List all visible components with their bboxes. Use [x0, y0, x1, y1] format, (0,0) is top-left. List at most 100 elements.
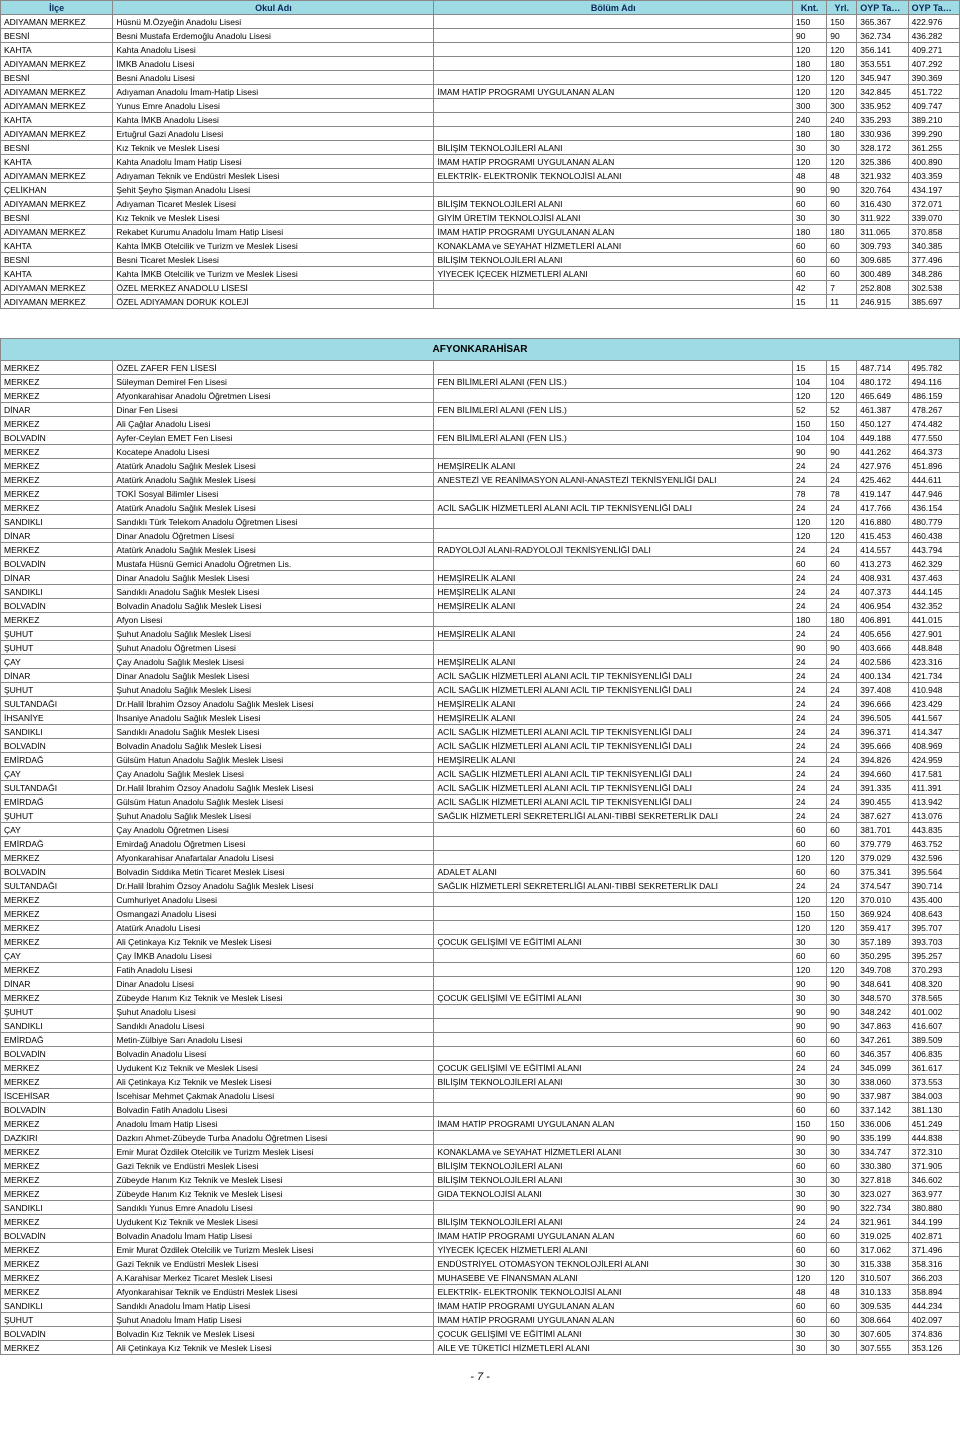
- cell: 24: [793, 1215, 827, 1229]
- cell: MERKEZ: [1, 991, 113, 1005]
- cell: 30: [793, 141, 827, 155]
- cell: Gazi Teknik ve Endüstri Meslek Lisesi: [113, 1159, 434, 1173]
- col-knt: Knt.: [793, 1, 827, 15]
- cell: SANDIKLI: [1, 725, 113, 739]
- cell: MERKEZ: [1, 1285, 113, 1299]
- cell: 30: [827, 1145, 857, 1159]
- table-row: MERKEZAli Çağlar Anadolu Lisesi150150450…: [1, 417, 960, 431]
- cell: 408.643: [908, 907, 959, 921]
- cell: Adıyaman Anadolu İmam-Hatip Lisesi: [113, 85, 434, 99]
- table-row: SANDIKLISandıklı Anadolu Sağlık Meslek L…: [1, 725, 960, 739]
- cell: 300: [793, 99, 827, 113]
- cell: 347.261: [857, 1033, 908, 1047]
- cell: 24: [793, 459, 827, 473]
- cell: 317.062: [857, 1243, 908, 1257]
- cell: 24: [793, 781, 827, 795]
- table-row: MERKEZEmir Murat Özdilek Otelcilik ve Tu…: [1, 1145, 960, 1159]
- cell: 310.507: [857, 1271, 908, 1285]
- table-row: BOLVADİNBolvadin Kız Teknik ve Meslek Li…: [1, 1327, 960, 1341]
- cell: 30: [793, 211, 827, 225]
- cell: ŞUHUT: [1, 1005, 113, 1019]
- cell: Adıyaman Teknik ve Endüstri Meslek Lises…: [113, 169, 434, 183]
- cell: 30: [827, 1075, 857, 1089]
- cell: 441.262: [857, 445, 908, 459]
- cell: Kahta Anadolu İmam Hatip Lisesi: [113, 155, 434, 169]
- cell: 24: [793, 795, 827, 809]
- cell: MERKEZ: [1, 1257, 113, 1271]
- cell: 423.429: [908, 697, 959, 711]
- cell: 414.557: [857, 543, 908, 557]
- cell: 42: [793, 281, 827, 295]
- cell: 180: [793, 57, 827, 71]
- cell: 374.836: [908, 1327, 959, 1341]
- table-row: SANDIKLISandıklı Anadolu İmam Hatip Lise…: [1, 1299, 960, 1313]
- cell: 443.794: [908, 543, 959, 557]
- cell: İMAM HATİP PROGRAMI UYGULANAN ALAN: [434, 85, 793, 99]
- table-row: KAHTAKahta Anadolu Lisesi120120356.14140…: [1, 43, 960, 57]
- cell: DİNAR: [1, 529, 113, 543]
- cell: 52: [793, 403, 827, 417]
- cell: 321.932: [857, 169, 908, 183]
- cell: 90: [827, 445, 857, 459]
- cell: 441.015: [908, 613, 959, 627]
- cell: 150: [827, 1117, 857, 1131]
- cell: [434, 183, 793, 197]
- cell: 409.271: [908, 43, 959, 57]
- cell: 24: [827, 781, 857, 795]
- cell: 411.391: [908, 781, 959, 795]
- cell: 120: [793, 529, 827, 543]
- cell: ÇOCUK GELİŞİMİ VE EĞİTİMİ ALANI: [434, 991, 793, 1005]
- cell: 435.400: [908, 893, 959, 907]
- cell: ACİL SAĞLIK HİZMETLERİ ALANI ACİL TIP TE…: [434, 767, 793, 781]
- table-row: ÇAYÇay Anadolu Sağlık Meslek LisesiHEMŞİ…: [1, 655, 960, 669]
- table-row: MERKEZUydukent Kız Teknik ve Meslek Lise…: [1, 1061, 960, 1075]
- cell: EMİRDAĞ: [1, 795, 113, 809]
- cell: 120: [827, 851, 857, 865]
- cell: 480.779: [908, 515, 959, 529]
- table-row: ADIYAMAN MERKEZHüsnü M.Özyeğin Anadolu L…: [1, 15, 960, 29]
- cell: KAHTA: [1, 239, 113, 253]
- cell: ACİL SAĞLIK HİZMETLERİ ALANI ACİL TIP TE…: [434, 683, 793, 697]
- cell: ADIYAMAN MERKEZ: [1, 225, 113, 239]
- cell: Ali Çetinkaya Kız Teknik ve Meslek Lises…: [113, 935, 434, 949]
- cell: 90: [827, 977, 857, 991]
- cell: DİNAR: [1, 571, 113, 585]
- cell: ADIYAMAN MERKEZ: [1, 57, 113, 71]
- table-row: ADIYAMAN MERKEZAdıyaman Ticaret Meslek L…: [1, 197, 960, 211]
- cell: MERKEZ: [1, 389, 113, 403]
- cell: 403.666: [857, 641, 908, 655]
- cell: 337.987: [857, 1089, 908, 1103]
- cell: 24: [793, 627, 827, 641]
- cell: 450.127: [857, 417, 908, 431]
- cell: BOLVADİN: [1, 1327, 113, 1341]
- cell: 487.714: [857, 361, 908, 375]
- cell: Afyonkarahisar Teknik ve Endüstri Meslek…: [113, 1285, 434, 1299]
- cell: Zübeyde Hanım Kız Teknik ve Meslek Lises…: [113, 1187, 434, 1201]
- cell: 377.496: [908, 253, 959, 267]
- cell: BESNİ: [1, 141, 113, 155]
- cell: 346.602: [908, 1173, 959, 1187]
- cell: SULTANDAĞI: [1, 879, 113, 893]
- cell: 389.210: [908, 113, 959, 127]
- cell: 90: [827, 1201, 857, 1215]
- table-row: MERKEZGazi Teknik ve Endüstri Meslek Lis…: [1, 1159, 960, 1173]
- cell: 90: [793, 977, 827, 991]
- cell: İMAM HATİP PROGRAMI UYGULANAN ALAN: [434, 1313, 793, 1327]
- cell: MERKEZ: [1, 1145, 113, 1159]
- cell: Dinar Anadolu Lisesi: [113, 977, 434, 991]
- cell: BİLİŞİM TEKNOLOJİLERİ ALANI: [434, 141, 793, 155]
- cell: 460.438: [908, 529, 959, 543]
- cell: 24: [793, 683, 827, 697]
- table-row: BESNİBesni Anadolu Lisesi120120345.94739…: [1, 71, 960, 85]
- table-row: MERKEZCumhuriyet Anadolu Lisesi120120370…: [1, 893, 960, 907]
- cell: 48: [827, 1285, 857, 1299]
- cell: 60: [793, 1313, 827, 1327]
- cell: ELEKTRİK- ELEKTRONİK TEKNOLOJİSİ ALANI: [434, 169, 793, 183]
- cell: [434, 1089, 793, 1103]
- table-row: MERKEZOsmangazi Anadolu Lisesi150150369.…: [1, 907, 960, 921]
- cell: 310.133: [857, 1285, 908, 1299]
- cell: Sandıklı Yunus Emre Anadolu Lisesi: [113, 1201, 434, 1215]
- cell: 416.880: [857, 515, 908, 529]
- cell: 308.664: [857, 1313, 908, 1327]
- cell: 24: [793, 739, 827, 753]
